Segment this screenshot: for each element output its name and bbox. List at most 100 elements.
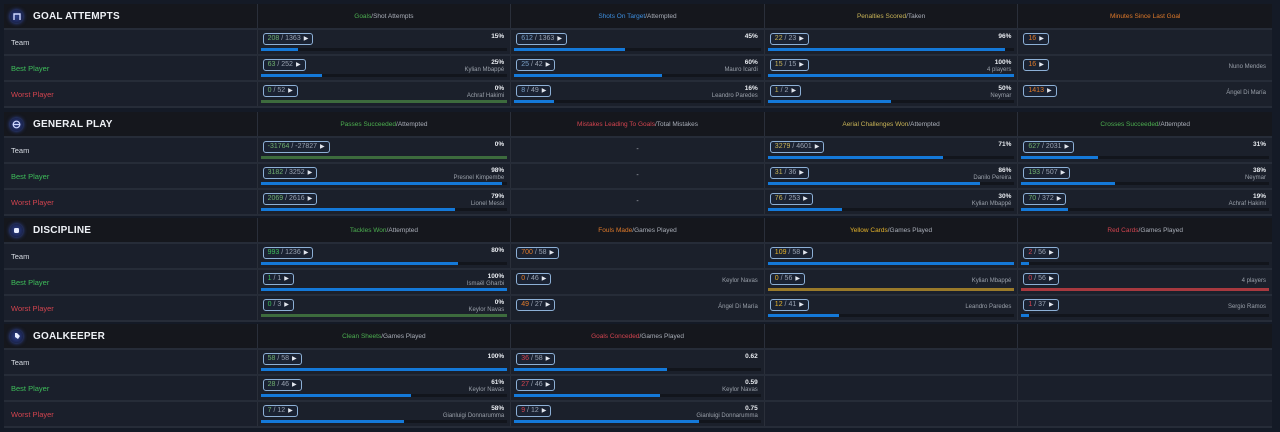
- stat-value-button[interactable]: 3279 / 4601 ▶: [769, 141, 825, 153]
- stat-value-button[interactable]: 31 / 36 ▶: [769, 167, 809, 179]
- stat-numerator: 36: [521, 355, 529, 362]
- progress-fill: [767, 314, 840, 317]
- stat-denominator: 252: [281, 61, 293, 68]
- stat-value-button[interactable]: -31764 / -27827 ▶: [262, 141, 330, 153]
- stat-value-button[interactable]: 2 / 56 ▶: [1023, 247, 1059, 259]
- progress-fill: [1021, 208, 1069, 211]
- progress-track: [767, 288, 1015, 291]
- stat-value-button[interactable]: 16 ▶: [1023, 33, 1049, 45]
- progress-fill: [260, 288, 508, 291]
- stat-denominator: 46: [534, 381, 543, 388]
- stat-cell: -: [511, 190, 765, 214]
- stat-value-button[interactable]: 3182 / 3252 ▶: [262, 167, 318, 179]
- stat-cell: 2 / 56 ▶: [1018, 244, 1272, 268]
- progress-track: [767, 208, 1015, 211]
- stat-value-button[interactable]: 12 / 41 ▶: [769, 299, 809, 311]
- progress-track: [767, 314, 1015, 317]
- stat-value-button[interactable]: 25 / 42 ▶: [516, 59, 556, 71]
- player-name: Achraf Hakimi: [466, 93, 505, 99]
- stat-denominator: 12: [530, 407, 539, 414]
- stat-value-button[interactable]: 0 / 3 ▶: [262, 299, 294, 311]
- stat-value-button[interactable]: 15 / 15 ▶: [769, 59, 809, 71]
- stat-row: Worst Player 0 / 52 ▶ 0% Achraf Hakimi 8 / 49…: [4, 82, 1272, 108]
- stat-cell: 993 / 1236 ▶ 80%: [257, 244, 512, 268]
- empty-value: -: [636, 146, 639, 153]
- progress-fill: [260, 74, 323, 77]
- stat-cell: 70 / 372 ▶ 19% Achraf Hakimi: [1018, 190, 1272, 214]
- stat-denominator: 52: [277, 87, 286, 94]
- stat-value-button[interactable]: 1 / 2 ▶: [769, 85, 802, 97]
- progress-track: [767, 100, 1015, 103]
- stat-row: Worst Player 0 / 3 ▶ 0% Keylor Navas 49 / 27 ▶…: [4, 296, 1272, 322]
- empty-value: -: [636, 172, 639, 179]
- chevron-right-icon: ▶: [799, 170, 804, 176]
- section-general-play: GENERAL PLAY Passes Succeeded / Attempted…: [4, 112, 1272, 216]
- stat-value-button[interactable]: 76 / 253 ▶: [769, 193, 813, 205]
- stat-value-button[interactable]: 208 / 1363 ▶: [262, 33, 314, 45]
- stat-value-button[interactable]: 63 / 252 ▶: [262, 59, 306, 71]
- player-name: 4 players: [987, 67, 1012, 73]
- column-header-denominator: Attempted: [388, 226, 418, 234]
- stat-percentage: 50%: [998, 85, 1012, 92]
- column-header: Passes Succeeded / Attempted: [258, 112, 512, 136]
- column-header: [765, 324, 1019, 348]
- progress-track: [767, 48, 1015, 51]
- stat-value-button[interactable]: 58 / 58 ▶: [262, 353, 302, 365]
- column-header-denominator: Shot Attempts: [373, 12, 414, 20]
- stat-value-button[interactable]: 0 / 52 ▶: [262, 85, 298, 97]
- stat-value-button[interactable]: 16 ▶: [1023, 59, 1049, 71]
- stat-value-button[interactable]: 36 / 58 ▶: [516, 353, 556, 365]
- player-name: Leandro Paredes: [965, 304, 1012, 310]
- progress-fill: [1021, 288, 1269, 291]
- stat-value-button[interactable]: 28 / 46 ▶: [262, 379, 302, 391]
- stat-value-button[interactable]: 612 / 1363 ▶: [516, 33, 567, 45]
- stat-value-button[interactable]: 193 / 507 ▶: [1023, 167, 1071, 179]
- stat-numerator: 612: [521, 35, 533, 42]
- stat-cell: 2069 / 2616 ▶ 79% Lionel Messi: [257, 190, 512, 214]
- player-name: Neymar: [990, 93, 1012, 99]
- player-name: Presnel Kimpembe: [453, 175, 505, 181]
- stat-numerator: 0: [1028, 275, 1033, 282]
- stat-value-button[interactable]: 1413 ▶: [1023, 85, 1057, 97]
- column-header-denominator: Total Mistakes: [656, 120, 698, 128]
- chevron-right-icon: ▶: [791, 88, 797, 94]
- stat-value-button[interactable]: 993 / 1236 ▶: [262, 247, 314, 259]
- stat-value-button[interactable]: 27 / 46 ▶: [516, 379, 556, 391]
- stat-value-button[interactable]: 9 / 12 ▶: [516, 405, 552, 417]
- stat-cell: 9 / 12 ▶ 0.75 Gianluigi Donnarumma: [511, 402, 765, 426]
- stat-value-button[interactable]: 700 / 58 ▶: [516, 247, 560, 259]
- chevron-right-icon: ▶: [307, 196, 313, 202]
- stat-cell: 0 / 56 ▶ 4 players: [1018, 270, 1272, 294]
- stat-value-button[interactable]: 0 / 46 ▶: [516, 273, 552, 285]
- column-header-denominator: Attempted: [397, 120, 428, 128]
- section-header: GOALKEEPER Clean Sheets / Games Played Goa…: [4, 324, 1272, 350]
- progress-fill: [260, 182, 503, 185]
- stat-value-button[interactable]: 2069 / 2616 ▶: [262, 193, 318, 205]
- row-label: Worst Player: [4, 190, 258, 214]
- stat-numerator: 993: [267, 249, 280, 256]
- stat-denominator: 15: [788, 61, 797, 68]
- stat-value-button[interactable]: 1 / 1 ▶: [262, 273, 294, 285]
- section-title-text: DISCIPLINE: [33, 224, 92, 236]
- player-name: Leandro Paredes: [711, 93, 758, 99]
- stat-value-button[interactable]: 0 / 56 ▶: [769, 273, 805, 285]
- column-header-metric: Clean Sheets: [342, 332, 382, 340]
- stat-value-button[interactable]: 7 / 12 ▶: [262, 405, 298, 417]
- stat-value-button[interactable]: 22 / 23 ▶: [769, 33, 809, 45]
- stat-value-button[interactable]: 1 / 37 ▶: [1023, 299, 1059, 311]
- row-label: Worst Player: [4, 82, 258, 106]
- stat-value-button[interactable]: 109 / 58 ▶: [769, 247, 813, 259]
- stat-numerator: 1: [774, 87, 779, 94]
- stat-value-button[interactable]: 49 / 27 ▶: [516, 299, 556, 311]
- stat-percentage: 60%: [744, 59, 758, 66]
- progress-track: [1021, 182, 1269, 185]
- chevron-right-icon: ▶: [288, 88, 293, 94]
- chevron-right-icon: ▶: [292, 382, 297, 388]
- stat-value-button[interactable]: 627 / 2031 ▶: [1023, 141, 1075, 153]
- chevron-right-icon: ▶: [1064, 144, 1070, 150]
- stat-cell: 16 ▶ Nuno Mendes: [1018, 56, 1272, 80]
- stat-value-button[interactable]: 70 / 372 ▶: [1023, 193, 1067, 205]
- stat-value-button[interactable]: 0 / 56 ▶: [1023, 273, 1059, 285]
- stat-numerator: 9: [521, 407, 526, 414]
- stat-value-button[interactable]: 8 / 49 ▶: [516, 85, 552, 97]
